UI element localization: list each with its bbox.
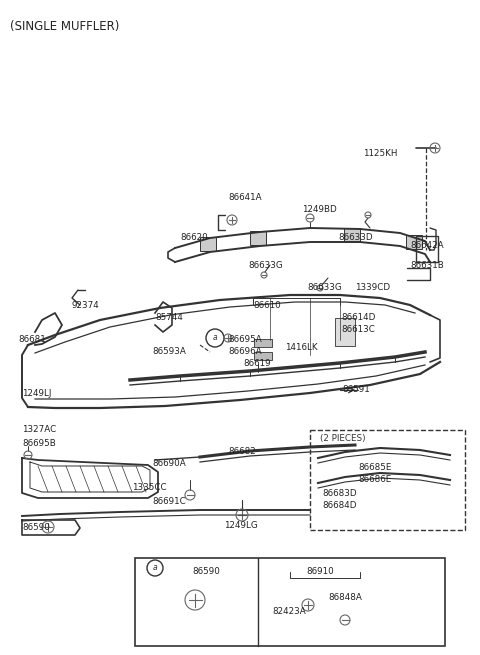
Text: 86848A: 86848A	[328, 593, 362, 601]
Text: 86641A: 86641A	[228, 193, 262, 202]
Text: 1249LJ: 1249LJ	[22, 388, 51, 398]
Text: 85744: 85744	[155, 314, 183, 322]
Bar	[310, 430, 465, 530]
Text: 86591: 86591	[342, 386, 370, 394]
Text: a: a	[213, 333, 217, 343]
Text: 86681: 86681	[18, 335, 46, 345]
Text: 86620: 86620	[180, 233, 208, 242]
Text: 86684D: 86684D	[322, 500, 357, 510]
Text: 86691C: 86691C	[152, 498, 186, 506]
Text: (2 PIECES): (2 PIECES)	[320, 434, 366, 443]
Text: 86642A: 86642A	[410, 240, 444, 250]
Bar	[200, 237, 216, 251]
Bar	[406, 235, 422, 249]
Text: 86695A: 86695A	[228, 335, 262, 345]
Text: 86590: 86590	[22, 523, 50, 533]
Text: 86614D: 86614D	[341, 314, 375, 322]
Text: 86696A: 86696A	[228, 348, 262, 356]
Text: a: a	[153, 563, 157, 572]
Bar	[250, 231, 266, 245]
Text: 86619: 86619	[243, 360, 271, 369]
Text: 86685E: 86685E	[358, 464, 391, 472]
Text: 86613C: 86613C	[341, 326, 375, 335]
Text: 92374: 92374	[72, 301, 100, 310]
Text: 1339CD: 1339CD	[355, 282, 390, 291]
Text: 86593A: 86593A	[152, 348, 186, 356]
Text: 86610: 86610	[253, 301, 281, 310]
Text: 86910: 86910	[306, 567, 334, 576]
Text: 86695B: 86695B	[22, 438, 56, 447]
Bar	[254, 339, 272, 347]
Text: 86683D: 86683D	[322, 489, 357, 498]
Text: 1327AC: 1327AC	[22, 426, 56, 434]
Text: 86590: 86590	[192, 567, 220, 576]
Text: 1249BD: 1249BD	[302, 204, 337, 214]
Text: 82423A: 82423A	[272, 607, 306, 616]
Text: 1416LK: 1416LK	[285, 343, 318, 352]
Text: 86633G: 86633G	[307, 282, 342, 291]
Bar	[416, 236, 438, 262]
Text: 1249LG: 1249LG	[224, 521, 258, 529]
Text: 86686E: 86686E	[358, 476, 391, 485]
Text: (SINGLE MUFFLER): (SINGLE MUFFLER)	[10, 20, 120, 33]
Text: 86633G: 86633G	[248, 261, 283, 269]
Text: 86631B: 86631B	[410, 261, 444, 269]
Text: 86633D: 86633D	[338, 233, 372, 242]
Bar	[254, 352, 272, 360]
Bar	[335, 318, 355, 346]
Text: 1335CC: 1335CC	[132, 483, 167, 493]
Bar	[344, 228, 360, 242]
Text: 86690A: 86690A	[152, 458, 186, 468]
Bar	[135, 558, 445, 646]
Text: 86682: 86682	[228, 447, 256, 455]
Text: 1125KH: 1125KH	[363, 149, 397, 157]
